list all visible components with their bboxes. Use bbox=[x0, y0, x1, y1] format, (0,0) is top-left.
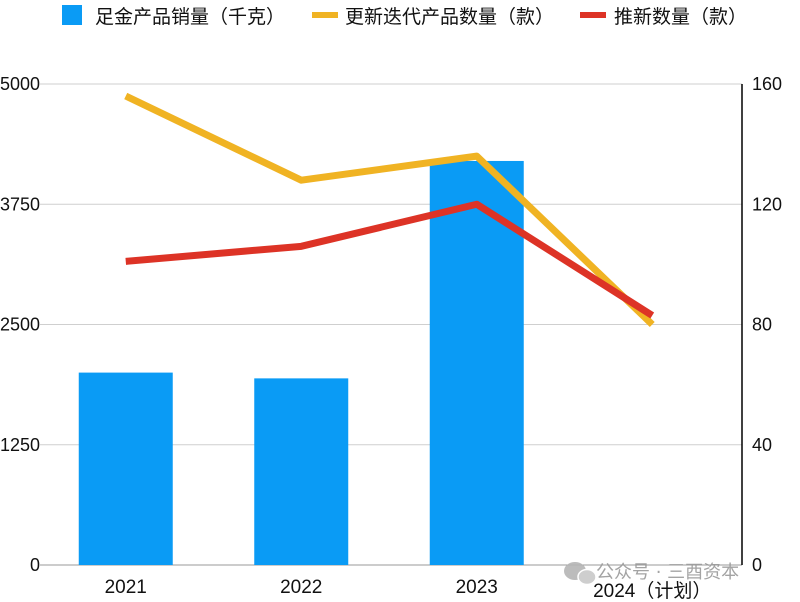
right-tick-label: 120 bbox=[752, 194, 782, 214]
wechat-icon bbox=[564, 562, 597, 586]
bar-2022 bbox=[254, 378, 349, 565]
legend-swatch-iteration bbox=[312, 12, 338, 18]
left-axis-ticks: 0 1250 2500 3750 5000 bbox=[0, 74, 40, 575]
legend-swatch-new bbox=[580, 12, 606, 18]
legend-label-iteration: 更新迭代产品数量（款） bbox=[345, 6, 554, 28]
watermark: 公众号 · 三酉资本 bbox=[564, 562, 739, 586]
right-tick-label: 40 bbox=[752, 435, 772, 455]
x-tick-label: 2024（计划） bbox=[593, 580, 711, 602]
right-tick-label: 0 bbox=[752, 555, 762, 575]
right-axis-ticks: 0 40 80 120 160 bbox=[752, 74, 782, 575]
legend-swatch-sales bbox=[62, 5, 82, 25]
left-tick-label: 0 bbox=[30, 555, 40, 575]
x-tick-label: 2023 bbox=[456, 577, 498, 598]
right-tick-label: 160 bbox=[752, 74, 782, 94]
watermark-text: 公众号 · 三酉资本 bbox=[596, 562, 739, 583]
x-tick-label: 2022 bbox=[280, 577, 322, 598]
line-series-1 bbox=[124, 92, 655, 328]
x-axis-ticks: 2021 2022 2023 2024（计划） bbox=[105, 577, 712, 602]
bar-2021 bbox=[78, 372, 173, 565]
legend-label-sales: 足金产品销量（千克） bbox=[95, 6, 285, 28]
lines bbox=[124, 92, 655, 328]
line-series-2 bbox=[125, 200, 655, 319]
legend: 足金产品销量（千克） 更新迭代产品数量（款） 推新数量（款） bbox=[62, 5, 747, 28]
bar-2023 bbox=[429, 160, 524, 565]
left-tick-label: 2500 bbox=[0, 315, 40, 335]
bars bbox=[78, 160, 524, 565]
left-tick-label: 3750 bbox=[0, 194, 40, 214]
left-tick-label: 1250 bbox=[0, 435, 40, 455]
right-tick-label: 80 bbox=[752, 315, 772, 335]
x-tick-label: 2021 bbox=[105, 577, 147, 598]
legend-label-new: 推新数量（款） bbox=[614, 6, 747, 28]
left-tick-label: 5000 bbox=[0, 74, 40, 94]
